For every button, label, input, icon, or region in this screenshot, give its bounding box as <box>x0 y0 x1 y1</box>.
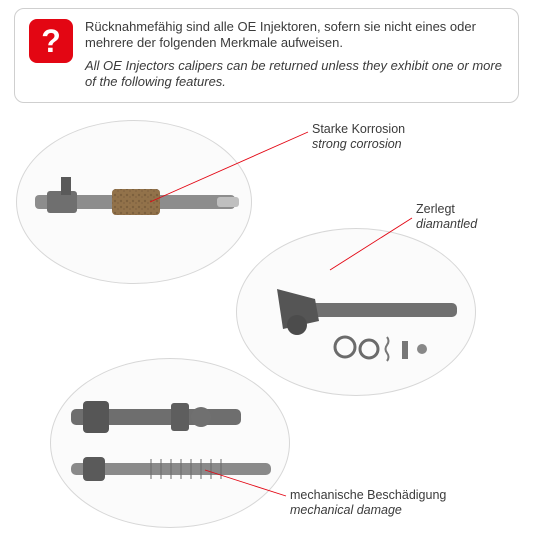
label-mechanical: mechanische Beschädigung mechanical dama… <box>290 488 446 518</box>
example-corrosion <box>16 120 252 284</box>
label-dismantled: Zerlegt diamantled <box>416 202 477 232</box>
label-dismantled-de: Zerlegt <box>416 202 477 217</box>
figure-stage: Starke Korrosion strong corrosion Zerleg… <box>0 110 533 544</box>
info-text: Rücknahmefähig sind alle OE Injektoren, … <box>85 19 504 90</box>
label-mechanical-de: mechanische Beschädigung <box>290 488 446 503</box>
label-corrosion: Starke Korrosion strong corrosion <box>312 122 405 152</box>
info-box: ? Rücknahmefähig sind alle OE Injektoren… <box>14 8 519 103</box>
injector-damaged-icon <box>51 359 290 528</box>
question-icon: ? <box>29 19 73 63</box>
label-corrosion-en: strong corrosion <box>312 137 405 152</box>
injector-corroded-icon <box>17 121 252 284</box>
label-mechanical-en: mechanical damage <box>290 503 446 518</box>
example-mechanical-damage <box>50 358 290 528</box>
label-dismantled-en: diamantled <box>416 217 477 232</box>
label-corrosion-de: Starke Korrosion <box>312 122 405 137</box>
info-text-en: All OE Injectors calipers can be returne… <box>85 58 504 91</box>
info-text-de: Rücknahmefähig sind alle OE Injektoren, … <box>85 19 504 52</box>
